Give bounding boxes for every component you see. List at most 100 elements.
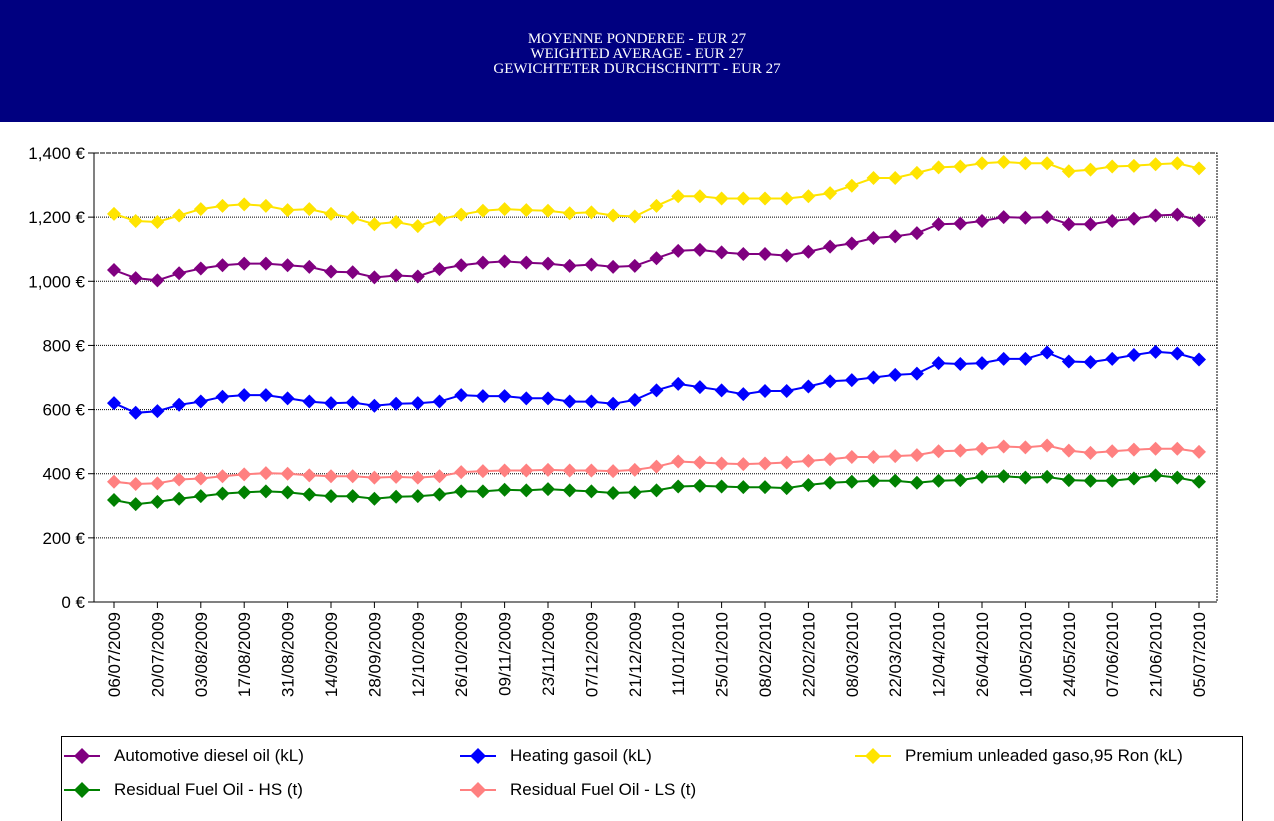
data-point xyxy=(345,489,360,504)
legend-label-residual-hs: Residual Fuel Oil - HS (t) xyxy=(114,780,303,799)
data-point xyxy=(1192,352,1206,367)
data-point xyxy=(758,456,772,471)
data-point xyxy=(1105,213,1120,228)
data-point xyxy=(909,165,924,180)
data-point xyxy=(280,258,295,273)
data-point xyxy=(975,213,989,228)
plot-area xyxy=(93,152,1218,603)
x-tick-label: 26/10/2009 xyxy=(452,612,471,697)
data-point xyxy=(541,391,555,406)
data-point xyxy=(584,257,599,272)
data-point xyxy=(714,383,729,398)
data-point xyxy=(1040,469,1055,484)
data-point xyxy=(1126,471,1141,486)
data-point xyxy=(844,236,859,251)
data-point xyxy=(562,258,577,273)
data-point xyxy=(649,198,664,213)
data-point xyxy=(801,379,816,394)
data-point xyxy=(1061,354,1076,369)
data-point xyxy=(996,439,1011,454)
data-point xyxy=(280,391,295,406)
data-point xyxy=(758,383,772,398)
diesel-marker-icon xyxy=(64,748,100,764)
data-point xyxy=(909,475,924,490)
data-point xyxy=(692,455,707,470)
data-point xyxy=(909,366,924,381)
data-point xyxy=(215,198,230,213)
data-point xyxy=(844,373,859,388)
data-point xyxy=(432,487,447,502)
data-point xyxy=(389,268,404,283)
data-point xyxy=(627,485,642,500)
data-point xyxy=(909,226,924,241)
y-tick-label: 1,200 € xyxy=(28,208,85,227)
data-point xyxy=(1083,355,1098,370)
data-point xyxy=(975,441,989,456)
data-point xyxy=(215,486,230,501)
data-point xyxy=(692,242,707,257)
data-point xyxy=(497,254,512,269)
data-point xyxy=(215,258,230,273)
data-point xyxy=(606,208,621,223)
data-point xyxy=(758,247,772,262)
data-point xyxy=(345,210,360,225)
x-tick-label: 31/08/2009 xyxy=(279,612,298,697)
legend-item-diesel: Automotive diesel oil (kL) xyxy=(62,744,304,768)
data-point xyxy=(953,159,968,174)
data-point xyxy=(1148,208,1163,223)
data-point xyxy=(627,258,642,273)
data-point xyxy=(389,396,404,411)
data-point xyxy=(150,273,165,288)
data-point xyxy=(367,398,382,413)
data-point xyxy=(996,469,1011,484)
data-point xyxy=(302,259,317,274)
data-point xyxy=(1040,345,1055,360)
data-point xyxy=(410,489,425,504)
data-point xyxy=(562,463,577,478)
data-point xyxy=(454,388,469,403)
data-point xyxy=(107,396,121,411)
data-point xyxy=(172,472,187,487)
data-point xyxy=(844,450,859,465)
data-point xyxy=(128,271,143,286)
data-point xyxy=(237,256,252,271)
data-point xyxy=(606,485,621,500)
data-point xyxy=(519,463,534,478)
data-point xyxy=(128,213,143,228)
y-tick-label: 200 € xyxy=(42,529,85,548)
title-line-german: GEWICHTETER DURCHSCHNITT - EUR 27 xyxy=(493,61,781,77)
data-point xyxy=(1192,161,1206,176)
data-point xyxy=(779,481,794,496)
data-point xyxy=(193,261,208,276)
data-point xyxy=(367,217,382,232)
data-point xyxy=(1170,346,1185,361)
data-point xyxy=(1192,474,1206,489)
data-point xyxy=(888,367,903,382)
data-point xyxy=(150,214,165,229)
data-point xyxy=(1105,444,1120,459)
x-tick-label: 26/04/2010 xyxy=(973,612,992,697)
data-point xyxy=(1083,217,1098,232)
data-point xyxy=(172,491,187,506)
data-point xyxy=(649,251,664,266)
data-point xyxy=(779,248,794,263)
data-point xyxy=(975,356,989,371)
data-point xyxy=(627,392,642,407)
data-point xyxy=(367,270,382,285)
data-point xyxy=(671,376,686,391)
premium-marker-icon xyxy=(855,748,891,764)
data-point xyxy=(541,482,555,497)
x-tick-label: 11/01/2010 xyxy=(669,612,688,696)
data-point xyxy=(866,230,881,245)
x-tick-label: 08/02/2010 xyxy=(756,612,775,697)
data-point xyxy=(193,489,208,504)
data-point xyxy=(1126,211,1141,226)
title-line-english: WEIGHTED AVERAGE - EUR 27 xyxy=(530,46,744,62)
data-point xyxy=(801,453,816,468)
data-point xyxy=(258,388,273,403)
heating-marker-icon xyxy=(460,748,496,764)
data-point xyxy=(410,396,425,411)
data-point xyxy=(1061,217,1076,232)
data-point xyxy=(1018,156,1033,171)
data-point xyxy=(953,473,968,488)
